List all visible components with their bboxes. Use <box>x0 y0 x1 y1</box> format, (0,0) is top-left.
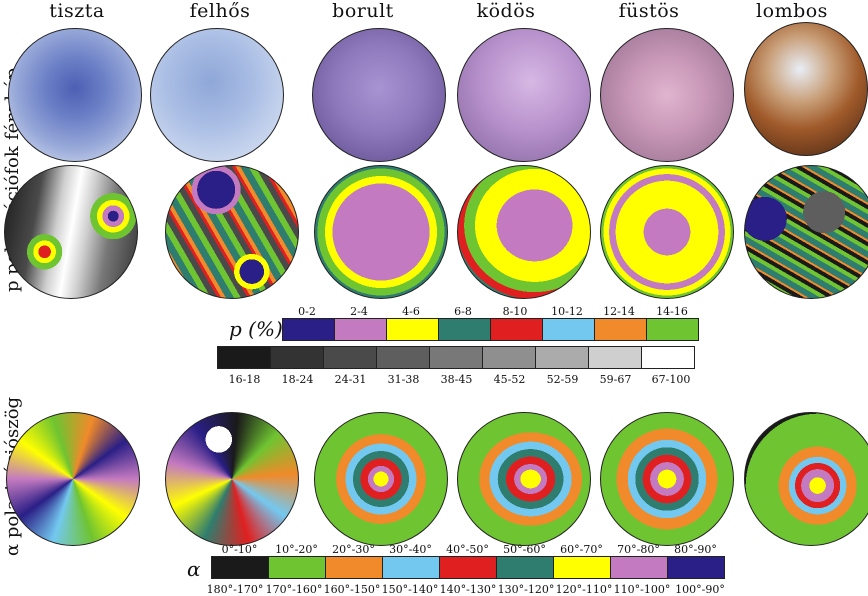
angle-map-kodos <box>457 412 591 546</box>
column-title-tiszta: tiszta <box>49 0 105 22</box>
p-label-4: 8-10 <box>502 305 528 318</box>
p-top-swatch-1 <box>334 318 387 341</box>
column-title-kodos: ködös <box>476 0 536 22</box>
degree-map-kodos <box>457 165 591 299</box>
p-bottom-label-4: 38-45 <box>440 373 473 386</box>
p-bottom-swatch-7 <box>588 346 642 369</box>
alpha-legend-symbol: α <box>187 557 201 581</box>
alpha-label-5: 50°-60° <box>503 543 546 556</box>
photo-felhos <box>150 28 284 162</box>
p-bottom-label-0: 16-18 <box>228 373 261 386</box>
alpha-bottom-label-8: 100°-90° <box>675 583 725 596</box>
degree-map-felhos <box>165 165 299 299</box>
alpha-bottom-label-4: 140°-130° <box>439 583 497 596</box>
p-bottom-swatch-2 <box>323 346 377 369</box>
alpha-swatch-7 <box>610 556 668 579</box>
alpha-bottom-label-3: 150°-140° <box>381 583 439 596</box>
alpha-bottom-label-0: 180°-170° <box>206 583 264 596</box>
photo-kodos <box>457 28 591 162</box>
alpha-label-2: 20°-30° <box>332 543 375 556</box>
alpha-swatch-6 <box>553 556 611 579</box>
photo-fustos <box>600 28 734 162</box>
p-bottom-swatch-5 <box>482 346 536 369</box>
alpha-bottom-label-2: 160°-150° <box>323 583 381 596</box>
photo-lombos <box>744 22 868 156</box>
degree-map-lombos <box>744 165 868 299</box>
alpha-bottom-label-7: 110°-100° <box>613 583 671 596</box>
p-top-swatch-4 <box>490 318 543 341</box>
p-label-3: 6-8 <box>454 305 472 318</box>
column-title-felhos: felhős <box>189 0 251 22</box>
p-top-swatch-3 <box>438 318 491 341</box>
degree-map-fustos <box>600 165 734 299</box>
alpha-label-6: 60°-70° <box>560 543 603 556</box>
p-bottom-swatch-4 <box>429 346 483 369</box>
degree-map-borult <box>314 165 448 299</box>
p-bottom-label-6: 52-59 <box>546 373 579 386</box>
alpha-label-4: 40°-50° <box>446 543 489 556</box>
column-title-fustos: füstös <box>618 0 680 22</box>
alpha-bottom-label-6: 120°-110° <box>555 583 613 596</box>
alpha-label-7: 70°-80° <box>617 543 660 556</box>
alpha-swatch-2 <box>325 556 383 579</box>
p-label-2: 4-6 <box>402 305 420 318</box>
p-label-5: 10-12 <box>551 305 583 318</box>
alpha-swatch-1 <box>268 556 326 579</box>
degree-map-tiszta <box>4 165 138 299</box>
alpha-swatch-4 <box>439 556 497 579</box>
p-top-swatch-2 <box>386 318 439 341</box>
p-legend-top-swatches <box>282 318 699 341</box>
angle-map-felhos <box>165 412 299 546</box>
alpha-bottom-label-5: 130°-120° <box>497 583 555 596</box>
p-bottom-swatch-6 <box>535 346 589 369</box>
angle-map-lombos <box>744 412 868 546</box>
p-bottom-swatch-3 <box>376 346 430 369</box>
alpha-swatch-5 <box>496 556 554 579</box>
p-bottom-label-1: 18-24 <box>281 373 314 386</box>
p-label-0: 0-2 <box>298 305 316 318</box>
alpha-swatch-0 <box>211 556 269 579</box>
p-label-7: 14-16 <box>656 305 688 318</box>
p-label-1: 2-4 <box>350 305 368 318</box>
alpha-swatch-3 <box>382 556 440 579</box>
alpha-label-0: 0°-10° <box>221 543 258 556</box>
angle-map-borult <box>314 412 448 546</box>
p-bottom-label-7: 59-67 <box>599 373 632 386</box>
p-top-swatch-0 <box>282 318 335 341</box>
angle-map-tiszta <box>6 412 140 546</box>
angle-map-fustos <box>600 412 734 546</box>
alpha-label-8: 80°-90° <box>674 543 717 556</box>
p-legend-symbol: p (%) <box>229 317 283 341</box>
p-bottom-label-5: 45-52 <box>493 373 526 386</box>
photo-borult <box>312 28 446 162</box>
photo-tiszta <box>8 28 142 162</box>
p-top-swatch-7 <box>646 318 699 341</box>
p-top-swatch-6 <box>594 318 647 341</box>
p-bottom-swatch-8 <box>641 346 695 369</box>
column-title-lombos: lombos <box>756 0 828 22</box>
p-bottom-swatch-1 <box>270 346 324 369</box>
p-label-6: 12-14 <box>603 305 635 318</box>
p-bottom-label-2: 24-31 <box>334 373 367 386</box>
alpha-bottom-label-1: 170°-160° <box>265 583 323 596</box>
p-top-swatch-5 <box>542 318 595 341</box>
p-bottom-label-8: 67-100 <box>651 373 691 386</box>
alpha-swatch-8 <box>667 556 725 579</box>
p-bottom-swatch-0 <box>217 346 271 369</box>
alpha-label-1: 10°-20° <box>275 543 318 556</box>
p-bottom-label-3: 31-38 <box>387 373 420 386</box>
p-legend-bottom-swatches <box>217 346 695 369</box>
column-title-borult: borult <box>332 0 394 22</box>
alpha-label-3: 30°-40° <box>389 543 432 556</box>
alpha-legend-swatches <box>211 556 725 579</box>
